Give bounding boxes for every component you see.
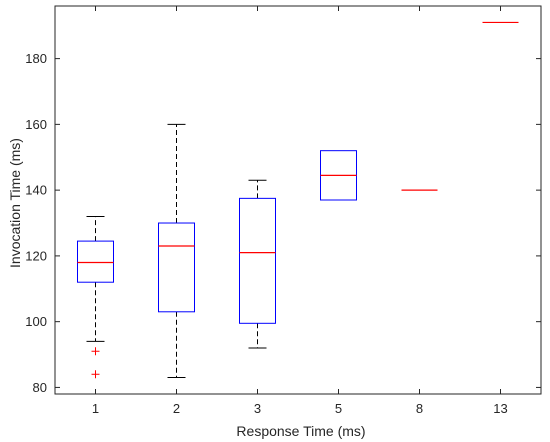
y-tick-label: 160 bbox=[25, 117, 47, 132]
x-tick-label: 3 bbox=[254, 401, 261, 416]
x-tick-label: 13 bbox=[493, 401, 507, 416]
x-tick-label: 8 bbox=[416, 401, 423, 416]
y-tick-label: 180 bbox=[25, 51, 47, 66]
box-iqr bbox=[158, 222, 195, 313]
y-axis-label: Invocation Time (ms) bbox=[7, 138, 23, 268]
x-tick-label: 2 bbox=[173, 401, 180, 416]
plot-frame bbox=[54, 5, 542, 395]
x-axis-label: Response Time (ms) bbox=[236, 423, 365, 439]
box-iqr bbox=[239, 197, 276, 324]
y-tick-label: 120 bbox=[25, 248, 47, 263]
box-iqr bbox=[77, 240, 114, 283]
x-tick-label: 1 bbox=[92, 401, 99, 416]
x-tick-label: 5 bbox=[335, 401, 342, 416]
y-tick-label: 100 bbox=[25, 314, 47, 329]
y-tick-label: 140 bbox=[25, 183, 47, 198]
y-tick-label: 80 bbox=[33, 380, 47, 395]
